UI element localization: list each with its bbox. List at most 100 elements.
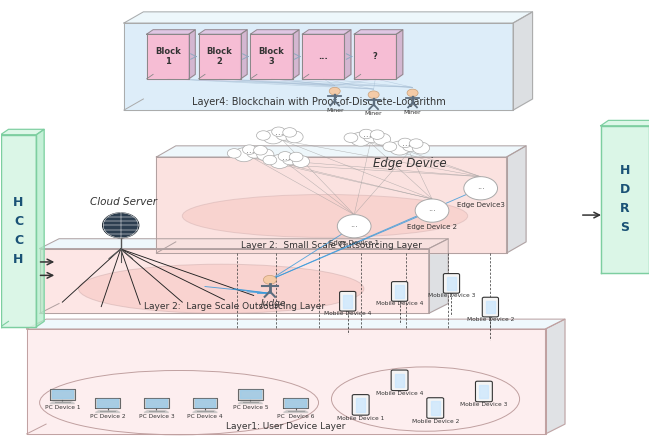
Polygon shape xyxy=(144,398,169,409)
Text: Miner: Miner xyxy=(365,112,382,116)
Polygon shape xyxy=(96,411,120,413)
Circle shape xyxy=(464,177,497,200)
Text: Edge Device 2: Edge Device 2 xyxy=(407,224,457,230)
Circle shape xyxy=(359,129,373,139)
FancyBboxPatch shape xyxy=(476,381,492,402)
Text: PC  Device 6: PC Device 6 xyxy=(277,414,315,419)
Text: Cloud Server: Cloud Server xyxy=(90,198,157,207)
Polygon shape xyxy=(283,398,308,409)
Text: Judge: Judge xyxy=(261,298,286,308)
Text: Mobile Device 2: Mobile Device 2 xyxy=(411,419,459,424)
Circle shape xyxy=(263,155,277,165)
Text: ...: ... xyxy=(246,146,255,155)
Circle shape xyxy=(344,133,358,142)
Circle shape xyxy=(234,148,254,162)
Circle shape xyxy=(329,87,340,95)
Text: PC Device 4: PC Device 4 xyxy=(187,414,223,419)
Polygon shape xyxy=(343,295,352,307)
FancyBboxPatch shape xyxy=(391,370,408,391)
Circle shape xyxy=(286,131,303,143)
Text: Layer4: Blockchain with Proof-of-Discrete-Logarithm: Layer4: Blockchain with Proof-of-Discret… xyxy=(192,97,445,108)
Polygon shape xyxy=(238,402,263,404)
Polygon shape xyxy=(1,129,44,135)
Circle shape xyxy=(270,155,290,168)
Polygon shape xyxy=(52,390,73,398)
Polygon shape xyxy=(147,30,195,34)
Polygon shape xyxy=(36,129,44,327)
Circle shape xyxy=(289,152,303,162)
Text: Layer1: User Device Layer: Layer1: User Device Layer xyxy=(226,422,346,431)
Text: PC Device 3: PC Device 3 xyxy=(138,414,174,419)
Polygon shape xyxy=(1,135,36,327)
Text: Edge Device 1: Edge Device 1 xyxy=(329,240,379,246)
Text: ...: ... xyxy=(428,204,436,213)
Text: ...: ... xyxy=(476,181,485,190)
Polygon shape xyxy=(192,411,217,413)
Circle shape xyxy=(412,142,430,154)
Text: Mobile Device 2: Mobile Device 2 xyxy=(467,317,514,322)
Polygon shape xyxy=(124,23,513,110)
Polygon shape xyxy=(238,389,263,400)
Polygon shape xyxy=(50,402,75,404)
Circle shape xyxy=(415,199,449,222)
Circle shape xyxy=(407,89,418,97)
Circle shape xyxy=(247,147,263,158)
Text: Layer 2:  Large Scale Outsourcing Layer: Layer 2: Large Scale Outsourcing Layer xyxy=(144,302,325,310)
Circle shape xyxy=(276,129,292,140)
Circle shape xyxy=(410,139,423,148)
Polygon shape xyxy=(157,146,526,157)
Polygon shape xyxy=(250,34,292,79)
Circle shape xyxy=(374,133,391,145)
Polygon shape xyxy=(198,34,240,79)
Ellipse shape xyxy=(182,194,468,237)
Polygon shape xyxy=(285,399,306,407)
Text: Mobile Device 4: Mobile Device 4 xyxy=(376,301,423,306)
Polygon shape xyxy=(431,401,440,415)
Polygon shape xyxy=(50,389,75,400)
Polygon shape xyxy=(198,30,247,34)
Text: Layer 2:  Small Scale Outsourcing Layer: Layer 2: Small Scale Outsourcing Layer xyxy=(241,241,422,250)
Circle shape xyxy=(402,141,418,151)
Circle shape xyxy=(242,145,256,155)
Polygon shape xyxy=(356,398,365,412)
Polygon shape xyxy=(545,319,565,434)
Text: PC Device 1: PC Device 1 xyxy=(45,405,80,410)
Polygon shape xyxy=(40,239,448,249)
Polygon shape xyxy=(194,399,215,407)
Polygon shape xyxy=(513,12,532,110)
Text: Edge Device3: Edge Device3 xyxy=(457,202,504,208)
Circle shape xyxy=(283,128,296,137)
Circle shape xyxy=(263,276,276,284)
Circle shape xyxy=(254,146,267,155)
Text: Mobile Device 4: Mobile Device 4 xyxy=(376,391,423,396)
Circle shape xyxy=(368,91,379,99)
FancyBboxPatch shape xyxy=(391,282,408,301)
Text: PC Device 5: PC Device 5 xyxy=(233,405,268,410)
Polygon shape xyxy=(396,30,403,79)
Polygon shape xyxy=(192,398,217,409)
Text: ...: ... xyxy=(281,152,291,162)
Circle shape xyxy=(370,130,384,139)
Polygon shape xyxy=(96,398,120,409)
Polygon shape xyxy=(447,277,456,290)
Polygon shape xyxy=(479,385,488,398)
Text: Miner: Miner xyxy=(326,108,344,113)
Polygon shape xyxy=(98,399,118,407)
Text: H
C
C
H: H C C H xyxy=(14,196,23,266)
Polygon shape xyxy=(429,239,448,313)
Text: Block
1: Block 1 xyxy=(155,47,181,66)
Polygon shape xyxy=(147,34,188,79)
Polygon shape xyxy=(354,34,396,79)
Circle shape xyxy=(350,132,370,146)
Polygon shape xyxy=(302,30,351,34)
Polygon shape xyxy=(354,30,403,34)
Polygon shape xyxy=(27,329,545,434)
Polygon shape xyxy=(601,126,649,273)
Polygon shape xyxy=(506,146,526,253)
Polygon shape xyxy=(250,30,299,34)
Polygon shape xyxy=(292,30,299,79)
FancyBboxPatch shape xyxy=(339,292,356,311)
Text: Mobile Device 3: Mobile Device 3 xyxy=(460,402,508,407)
Polygon shape xyxy=(240,30,247,79)
Circle shape xyxy=(383,142,396,151)
